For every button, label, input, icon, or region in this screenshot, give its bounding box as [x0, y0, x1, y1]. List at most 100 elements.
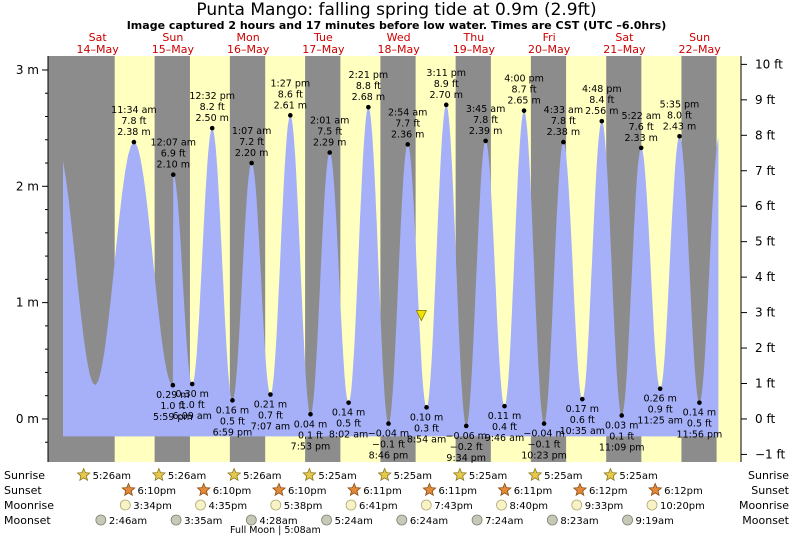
- tide-high-time: 4:00 pm: [504, 74, 544, 85]
- sunrise-time: 5:25am: [544, 471, 582, 482]
- row-label-right-moonrise: Moonrise: [739, 499, 789, 512]
- right-tick-label: 9 ft: [755, 93, 775, 107]
- tide-low-metres: 0.14 m: [683, 408, 716, 419]
- moonrise-icon: [646, 499, 658, 511]
- tide-high-point: [366, 104, 371, 110]
- tide-high-feet: 8.0 ft: [667, 110, 692, 121]
- left-tick-label: 2 m: [16, 179, 39, 193]
- tide-high-point: [599, 118, 605, 124]
- moonrise-time: 9:33pm: [585, 501, 624, 512]
- right-tick-label: 3 ft: [755, 306, 775, 320]
- day-label-8: Sun: [689, 31, 710, 44]
- tide-high-point: [209, 125, 215, 131]
- tide-low-time: 11:25 am: [637, 416, 682, 427]
- tide-high-point: [561, 139, 566, 145]
- sunrise-icon: [603, 467, 618, 482]
- day-label-6: Fri: [543, 31, 556, 44]
- moonset-time: 2:46am: [109, 516, 147, 527]
- sunset-icon: [648, 482, 663, 497]
- full-moon-note: Full Moon | 5:08am: [230, 525, 321, 536]
- tide-high-time: 3:11 pm: [426, 68, 466, 79]
- daylight-band-8: [716, 56, 741, 462]
- tide-high-feet: 7.8 ft: [121, 116, 146, 127]
- tide-low-point: [463, 423, 469, 429]
- tide-high-time: 2:21 pm: [349, 70, 389, 81]
- tide-high-metres: 2.56 m: [585, 106, 618, 117]
- right-tick-label: 7 ft: [755, 164, 775, 178]
- tide-high-time: 11:34 am: [111, 105, 156, 116]
- tide-high-point: [288, 113, 293, 118]
- tide-low-point: [619, 413, 625, 418]
- tide-low-metres: −0.04 m: [523, 429, 564, 440]
- tide-high-feet: 7.6 ft: [629, 122, 654, 133]
- tide-high-feet: 7.8 ft: [473, 115, 498, 126]
- tide-low-metres: 0.14 m: [332, 408, 365, 419]
- moonset-time: 4:28am: [259, 516, 297, 527]
- right-tick-label: 1 ft: [755, 376, 775, 390]
- left-tick-label: 0 m: [16, 412, 39, 426]
- right-tick-label: 4 ft: [755, 270, 775, 284]
- tide-low-point: [424, 405, 429, 410]
- tide-high-time: 5:35 pm: [660, 99, 700, 110]
- tide-low-feet: 0.5 ft: [336, 419, 361, 430]
- row-label-right-sunset: Sunset: [751, 484, 789, 497]
- moonset-icon: [622, 514, 633, 526]
- tide-low-metres: −0.06 m: [446, 431, 487, 442]
- tide-high-metres: 2.29 m: [313, 138, 346, 149]
- left-tick-label: 3 m: [16, 63, 39, 77]
- tide-high-metres: 2.10 m: [157, 160, 190, 171]
- tide-high-time: 2:01 am: [310, 116, 349, 127]
- tide-high-metres: 2.33 m: [624, 133, 657, 144]
- date-label-3: 17–May: [302, 43, 345, 56]
- tide-high-metres: 2.38 m: [117, 127, 150, 138]
- tide-high-metres: 2.68 m: [352, 92, 385, 103]
- tide-high-metres: 2.38 m: [547, 127, 580, 138]
- sunset-time: 6:11pm: [363, 486, 402, 497]
- sunset-time: 6:11pm: [438, 486, 477, 497]
- tide-low-metres: 0.17 m: [566, 404, 599, 415]
- moonrise-time: 10:20pm: [660, 501, 705, 512]
- tide-low-feet: 0.9 ft: [648, 405, 673, 416]
- tide-low-time: 10:23 pm: [521, 451, 567, 462]
- sunrise-time: 5:26am: [168, 471, 206, 482]
- tide-low-point: [346, 400, 351, 405]
- moonrise-icon: [119, 499, 131, 511]
- moonrise-icon: [195, 499, 206, 511]
- day-label-7: Sat: [615, 31, 634, 44]
- sunrise-time: 5:26am: [93, 471, 131, 482]
- tide-high-time: 1:07 am: [232, 126, 271, 137]
- day-label-5: Thu: [463, 31, 485, 44]
- tide-high-point: [443, 102, 449, 108]
- tide-low-feet: 0.7 ft: [258, 411, 283, 422]
- tide-low-time: 11:09 pm: [599, 442, 645, 453]
- sunset-icon: [497, 482, 512, 497]
- tide-high-metres: 2.50 m: [195, 113, 228, 124]
- moonset-icon: [546, 514, 558, 526]
- right-tick-label: 8 ft: [755, 128, 775, 142]
- tide-low-time: 7:53 pm: [291, 441, 331, 452]
- tide-low-time: 6:59 pm: [213, 427, 253, 438]
- tide-high-point: [249, 160, 254, 166]
- moonset-time: 6:24am: [410, 516, 448, 527]
- tide-low-time: 9:46 am: [485, 433, 524, 444]
- tide-high-point: [521, 108, 527, 113]
- sunrise-time: 5:26am: [243, 471, 281, 482]
- tide-high-metres: 2.43 m: [663, 121, 696, 132]
- sunset-icon: [422, 482, 437, 497]
- tide-high-point: [131, 139, 137, 145]
- sunrise-icon: [76, 467, 91, 482]
- tide-high-point: [327, 150, 333, 155]
- tide-high-metres: 2.36 m: [391, 129, 424, 140]
- sunrise-time: 5:25am: [394, 471, 432, 482]
- tide-low-time: 5:59 pm: [153, 412, 193, 423]
- sunrise-icon: [452, 467, 468, 482]
- tide-low-feet: 0.5 ft: [687, 419, 712, 430]
- tide-low-point: [541, 421, 547, 426]
- tide-high-feet: 8.4 ft: [589, 95, 614, 106]
- tide-low-time: 10:35 am: [560, 426, 605, 437]
- tide-high-feet: 7.5 ft: [317, 127, 342, 138]
- moonset-icon: [170, 514, 182, 526]
- tide-high-point: [170, 172, 176, 177]
- chart-subtitle: Image captured 2 hours and 17 minutes be…: [126, 19, 667, 32]
